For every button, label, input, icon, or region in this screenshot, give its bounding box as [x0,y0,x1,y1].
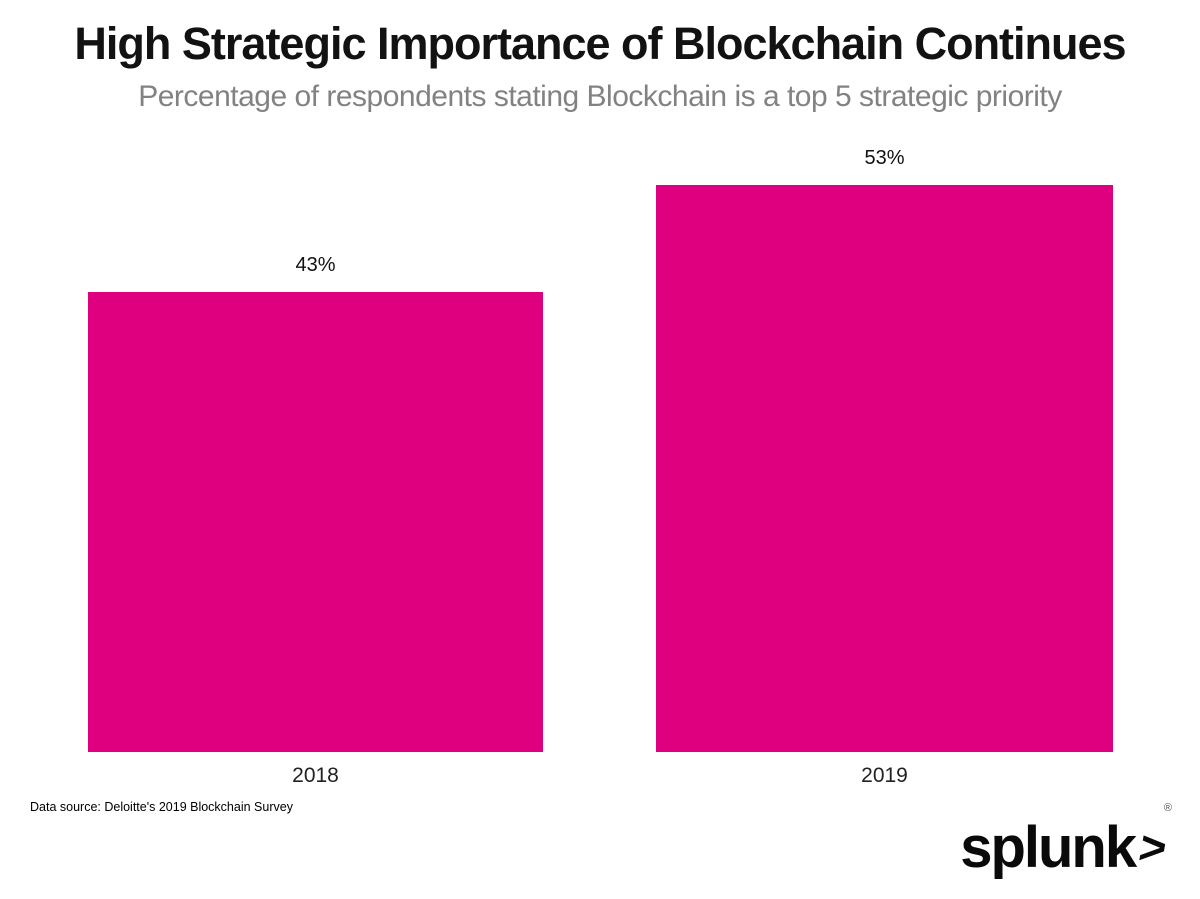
bar-value-label-2018: 43% [295,254,336,276]
bar-group-2019: 53% 2019 [656,147,1113,787]
splunk-logo-text: splunk [960,815,1137,880]
bar-2018 [88,292,543,752]
x-axis-label-2018: 2018 [292,764,339,787]
splunk-logo-chevron-wrap: > ® [1135,802,1172,878]
chart-subtitle: Percentage of respondents stating Blockc… [138,80,1062,113]
bar-2019 [656,185,1113,752]
chart-title: High Strategic Importance of Blockchain … [74,18,1126,69]
x-axis-label-2019: 2019 [861,764,908,787]
bar-value-label-2019: 53% [864,147,905,169]
registered-trademark-icon: ® [1163,802,1172,814]
splunk-logo: splunk > ® [960,802,1172,881]
data-source-note: Data source: Deloitte's 2019 Blockchain … [30,800,293,814]
bar-group-2018: 43% 2018 [88,254,543,787]
